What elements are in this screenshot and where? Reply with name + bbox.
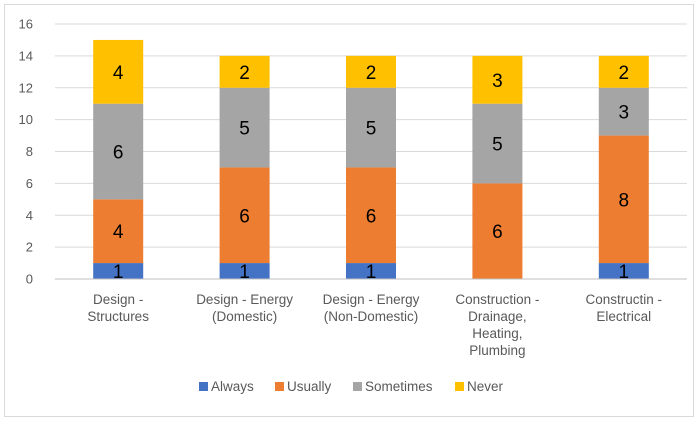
legend-swatch-sometimes <box>353 382 362 391</box>
x-category-label-line: Heating, <box>472 326 522 341</box>
legend-label-usually: Usually <box>287 379 332 394</box>
legend-swatch-always <box>199 382 208 391</box>
data-label-always: 1 <box>239 262 250 283</box>
x-category-label-line: (Non-Domestic) <box>324 309 419 324</box>
y-tick-label: 6 <box>26 176 33 191</box>
legend-label-never: Never <box>467 379 504 394</box>
y-tick-label: 16 <box>19 17 33 32</box>
data-label-sometimes: 5 <box>366 119 377 140</box>
bar-segment-never <box>219 55 270 88</box>
x-category-label: Design - Energy (Domestic) <box>196 292 293 324</box>
x-category-label-line: Design - <box>93 292 143 307</box>
data-label-always: 1 <box>619 262 630 283</box>
x-category-label-line: Electrical <box>596 309 651 324</box>
bar-segment-sometimes <box>346 87 396 168</box>
x-category-label: Design - Energy (Non-Domestic) <box>323 292 420 324</box>
bar-segment-usually <box>346 167 396 264</box>
data-label-never: 2 <box>619 63 630 84</box>
x-category-label: Design - Structures <box>87 292 149 324</box>
data-label-sometimes: 3 <box>619 103 630 124</box>
bar-segment-usually <box>598 135 649 264</box>
bars <box>93 39 649 279</box>
bar-segment-never <box>93 39 144 104</box>
bar-segment-usually <box>472 183 523 279</box>
data-label-never: 4 <box>113 63 124 84</box>
bar-segment-always <box>346 263 396 279</box>
data-label-usually: 6 <box>239 206 250 227</box>
data-label-sometimes: 5 <box>492 135 503 156</box>
bar-segment-never <box>598 55 649 88</box>
y-tick-label: 12 <box>19 80 33 95</box>
bar-segment-always <box>93 263 144 279</box>
x-category-label-line: Construction - <box>455 292 539 307</box>
legend: Always Usually Sometimes Never <box>199 379 504 394</box>
bar-segment-sometimes <box>598 87 649 136</box>
x-category-label-line: Constructin - <box>586 292 663 307</box>
data-label-never: 3 <box>492 71 503 92</box>
x-category-label-line: Structures <box>87 309 149 324</box>
bar-segment-never <box>346 55 396 88</box>
legend-swatch-usually <box>275 382 284 391</box>
y-tick-label: 10 <box>19 112 33 127</box>
bar-segment-sometimes <box>219 87 270 168</box>
x-category-label: Construction - Drainage, Heating, Plumbing <box>455 292 539 358</box>
bar-segment-always <box>219 263 270 279</box>
bar-segment-usually <box>219 167 270 264</box>
bar-segment-sometimes <box>472 103 523 184</box>
data-label-never: 2 <box>366 63 377 84</box>
x-category-label-line: Design - Energy <box>196 292 293 307</box>
y-tick-label: 8 <box>26 144 33 159</box>
y-tick-label: 4 <box>26 208 33 223</box>
y-tick-label: 14 <box>19 48 33 63</box>
x-category-label-line: Plumbing <box>469 343 525 358</box>
bar-segment-usually <box>93 199 144 264</box>
x-category-label-line: Design - Energy <box>323 292 420 307</box>
data-labels: 1 4 6 4 1 6 5 2 1 6 5 2 6 5 3 1 8 3 2 <box>113 63 629 283</box>
data-label-usually: 8 <box>619 190 630 211</box>
bar-segment-never <box>472 55 523 104</box>
legend-label-always: Always <box>211 379 254 394</box>
x-category-label-line: (Domestic) <box>212 309 277 324</box>
data-label-always: 1 <box>366 262 377 283</box>
data-label-usually: 6 <box>492 222 503 243</box>
data-label-sometimes: 6 <box>113 143 124 164</box>
y-tick-label: 0 <box>26 272 33 287</box>
data-label-sometimes: 5 <box>239 119 250 140</box>
bar-segment-always <box>598 263 649 279</box>
x-category-label: Constructin - Electrical <box>586 292 663 324</box>
legend-swatch-never <box>455 382 464 391</box>
data-label-usually: 6 <box>366 206 377 227</box>
data-label-always: 1 <box>113 262 124 283</box>
data-label-never: 2 <box>239 63 250 84</box>
legend-label-sometimes: Sometimes <box>365 379 433 394</box>
y-tick-label: 2 <box>26 240 33 255</box>
data-label-usually: 4 <box>113 222 124 243</box>
x-category-label-line: Drainage, <box>468 309 527 324</box>
bar-segment-sometimes <box>93 103 144 200</box>
